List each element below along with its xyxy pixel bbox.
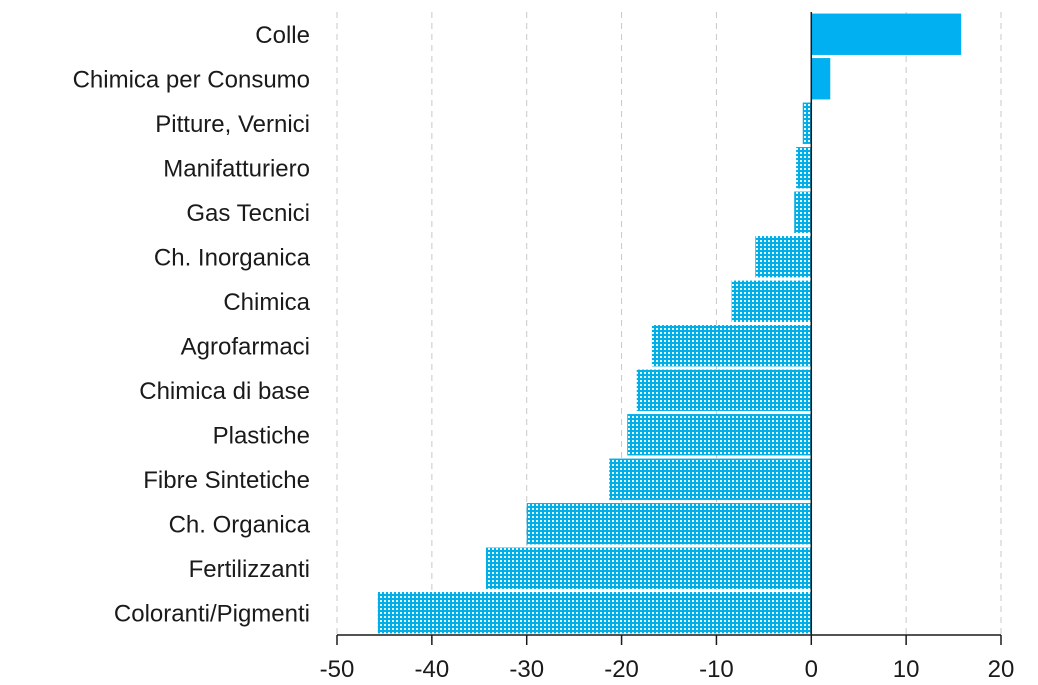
category-label: Gas Tecnici	[186, 200, 310, 227]
bar	[609, 458, 812, 500]
x-tick-label: 0	[805, 656, 818, 683]
bar	[636, 369, 812, 411]
bar	[651, 325, 812, 367]
bar	[802, 102, 812, 144]
bar	[796, 147, 812, 189]
bar	[811, 58, 831, 100]
bar	[377, 592, 812, 634]
category-label: Colle	[255, 22, 310, 49]
grid-lines	[336, 12, 1002, 635]
bar	[485, 547, 812, 589]
category-label: Ch. Organica	[169, 511, 311, 538]
x-tick-label: -30	[509, 656, 544, 683]
category-labels: Colle Chimica per Consumo Pitture, Vernici…	[73, 22, 311, 628]
x-tick-label: -20	[604, 656, 639, 683]
category-label: Chimica per Consumo	[73, 66, 310, 93]
bar	[731, 280, 812, 322]
category-label: Agrofarmaci	[181, 333, 310, 360]
x-tick-label: 10	[893, 656, 920, 683]
bar	[627, 414, 812, 456]
bars	[377, 13, 962, 634]
bar	[526, 503, 812, 545]
category-label: Chimica di base	[139, 378, 310, 405]
x-tick-label: -40	[415, 656, 450, 683]
category-label: Ch. Inorganica	[154, 244, 311, 271]
category-label: Coloranti/Pigmenti	[114, 600, 310, 627]
category-label: Fibre Sintetiche	[143, 467, 310, 494]
x-axis: -50 -40 -30 -20 -10 0 10 20	[320, 12, 1015, 683]
category-label: Manifatturiero	[163, 155, 310, 182]
bar	[755, 236, 812, 278]
category-label: Chimica	[223, 289, 310, 316]
x-tick-label: -50	[320, 656, 355, 683]
x-tick-label: 20	[988, 656, 1015, 683]
x-tick-label: -10	[699, 656, 734, 683]
category-label: Pitture, Vernici	[155, 111, 310, 138]
category-label: Plastiche	[213, 422, 310, 449]
bar	[811, 13, 962, 55]
bar	[794, 191, 812, 233]
category-label: Fertilizzanti	[189, 556, 310, 583]
